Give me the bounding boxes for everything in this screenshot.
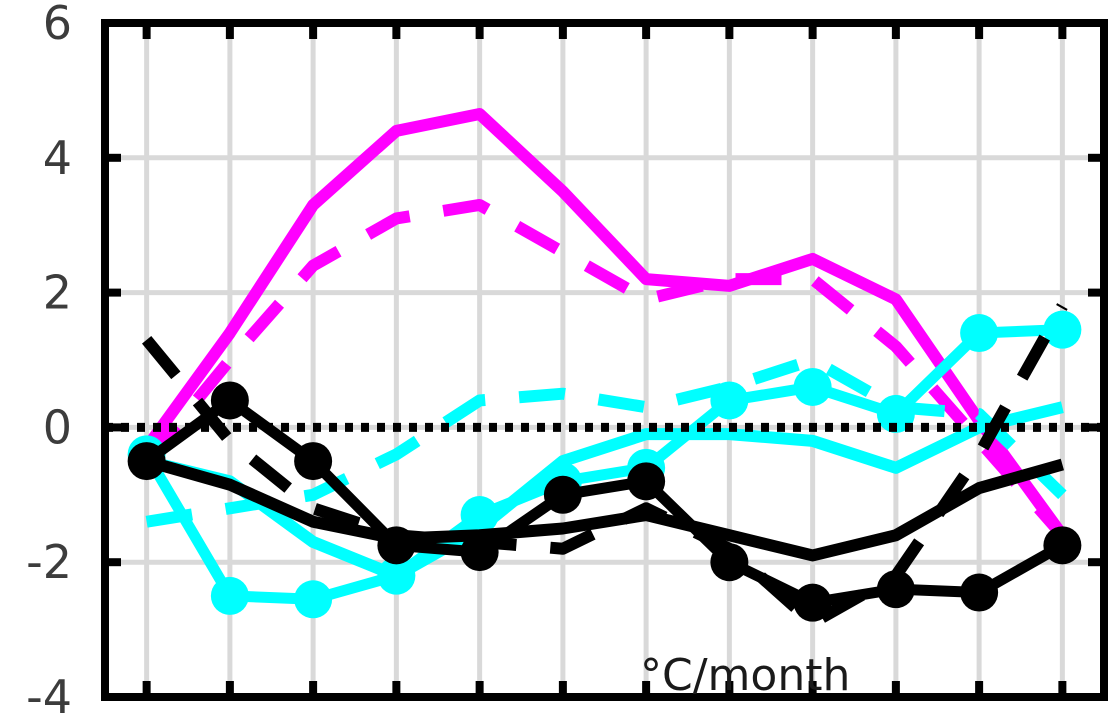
series-line-1 [141, 107, 1068, 539]
series-8-marker [543, 475, 582, 514]
series-5-marker [294, 580, 333, 619]
y-tick-label: 0 [43, 400, 72, 454]
series-8-marker [627, 462, 666, 501]
series-5-marker [377, 556, 416, 595]
series-line-5 [141, 324, 1063, 605]
series-8-marker [876, 570, 915, 609]
series-5-marker [960, 314, 999, 353]
series-8-marker [793, 583, 832, 622]
series-5-marker [210, 576, 249, 615]
series-line-7 [141, 303, 1068, 629]
series-5-marker [1043, 310, 1082, 349]
series-5-marker [460, 496, 499, 535]
series-line-3 [145, 401, 1064, 582]
series-8-marker [1043, 526, 1082, 565]
series-8-marker [210, 381, 249, 420]
y-tick-labels: -4 -2 0 2 4 6 [26, 0, 1104, 719]
plot-frame [101, 19, 1108, 701]
series-8-marker [127, 442, 166, 481]
series-8-marker [377, 526, 416, 565]
series-8-marker [960, 573, 999, 612]
y-tick-label: 4 [43, 131, 72, 185]
series-8-marker [460, 533, 499, 572]
series-5-marker [710, 381, 749, 420]
series-line-6 [144, 455, 1065, 562]
y-tick-label: -2 [26, 535, 72, 589]
series-line-2 [141, 198, 1067, 540]
unit-annotation: °C/month [640, 650, 850, 701]
series-8-marker [710, 543, 749, 582]
y-tick-label: 6 [43, 0, 72, 50]
series-5-marker [793, 367, 832, 406]
y-tick-label: -4 [26, 670, 72, 719]
x-ticks [142, 23, 1067, 697]
y-tick-label: 2 [43, 266, 72, 320]
series-group [127, 107, 1082, 629]
series-8-marker [294, 442, 333, 481]
